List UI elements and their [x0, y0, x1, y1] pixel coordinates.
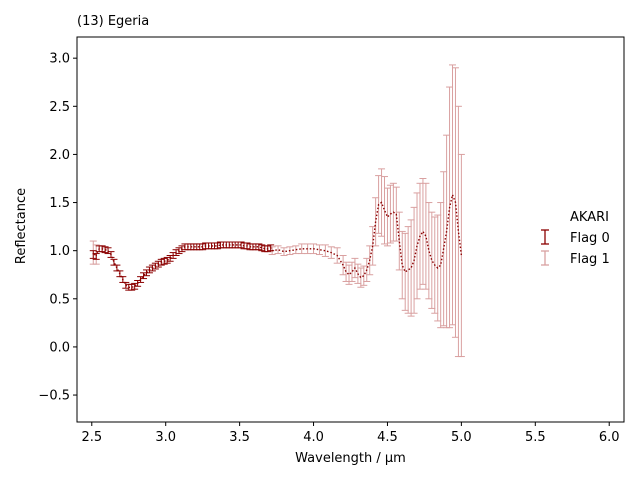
legend-title: AKARI [570, 210, 609, 225]
x-axis-label: Wavelength / µm [295, 451, 406, 466]
error-bar [280, 247, 288, 256]
y-tick-label: 0.5 [49, 292, 70, 307]
legend-marker-flag1 [541, 250, 549, 266]
x-tick-label: 3.0 [155, 430, 176, 445]
error-bar [357, 267, 365, 288]
error-bar [454, 105, 462, 358]
x-tick-label: 3.5 [229, 430, 250, 445]
y-tick-label: 0.0 [49, 340, 70, 355]
error-bar [89, 250, 97, 259]
error-bar [404, 226, 412, 314]
x-tick-label: 4.5 [377, 430, 398, 445]
error-bar [321, 244, 329, 257]
x-tick-label: 5.0 [451, 430, 472, 445]
x-tick-label: 6.0 [599, 430, 620, 445]
error-bar [425, 202, 433, 300]
error-bar [437, 202, 445, 329]
error-bar [274, 245, 282, 255]
error-bar [360, 265, 368, 286]
error-bar [104, 247, 112, 255]
x-tick-label: 2.5 [81, 430, 102, 445]
error-bar [457, 153, 465, 358]
error-bar [401, 232, 409, 311]
y-tick-label: −0.5 [38, 389, 70, 404]
x-tick-label: 5.5 [525, 430, 546, 445]
error-bar [407, 219, 415, 317]
reflectance-line [92, 192, 463, 288]
error-bar [449, 64, 457, 326]
y-tick-label: 3.0 [49, 52, 70, 67]
axes-frame [76, 36, 625, 423]
y-tick-label: 2.5 [49, 100, 70, 115]
legend-label-flag1: Flag 1 [570, 252, 610, 267]
legend-label-flag0: Flag 0 [570, 231, 610, 246]
y-tick-label: 2.0 [49, 148, 70, 163]
error-bar [315, 244, 323, 256]
error-bar [398, 230, 406, 300]
y-tick-label: 1.0 [49, 244, 70, 259]
axes: 2.5 3.0 3.5 4.0 4.5 5.0 5.5 6.0 −0.5 0.0 0.5 1.0 1.5… [38, 36, 625, 445]
plot-area [89, 64, 465, 358]
series-flag1 [89, 64, 465, 358]
legend: AKARI Flag 0 Flag 1 [541, 210, 610, 267]
y-tick-label: 1.5 [49, 196, 70, 211]
error-bar [422, 182, 430, 290]
error-bar [298, 243, 306, 255]
error-bar [428, 211, 436, 309]
error-bar [395, 211, 403, 271]
x-tick-label: 4.0 [303, 430, 324, 445]
chart-title: (13) Egeria [77, 14, 149, 29]
y-axis-label: Reflectance [14, 188, 29, 264]
error-bar [383, 187, 391, 247]
error-bar [163, 256, 171, 264]
error-bar [113, 264, 121, 272]
error-bar [348, 261, 356, 282]
error-bar [292, 245, 300, 255]
legend-marker-flag0 [541, 229, 549, 245]
error-bar [419, 177, 427, 285]
